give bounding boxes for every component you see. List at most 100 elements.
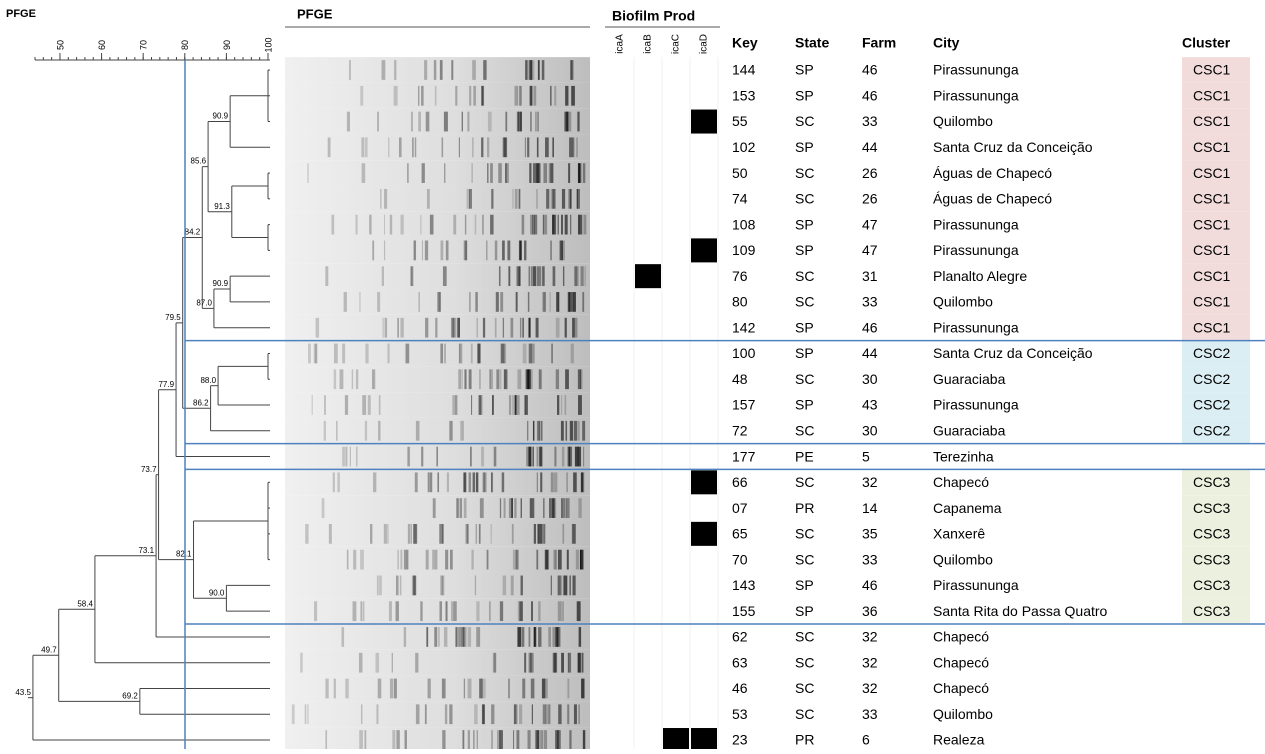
table-cell: Pirassununga bbox=[933, 319, 1019, 335]
node-label: 90.9 bbox=[213, 279, 229, 288]
biofilm-cell bbox=[663, 651, 689, 675]
gel-lane bbox=[285, 109, 590, 135]
node-label: 77.9 bbox=[158, 380, 174, 389]
table-cell: SP bbox=[795, 62, 814, 78]
biofilm-cell bbox=[663, 573, 689, 597]
node-label: 87.0 bbox=[196, 298, 212, 307]
biofilm-cell bbox=[635, 470, 661, 494]
biofilm-cell bbox=[663, 341, 689, 365]
table-cell: SC bbox=[795, 294, 814, 310]
biofilm-cell bbox=[691, 470, 717, 494]
table-cell: 32 bbox=[862, 680, 878, 696]
table-cell: SC bbox=[795, 113, 814, 129]
table-cell: CSC1 bbox=[1193, 165, 1231, 181]
biofilm-cell bbox=[663, 290, 689, 314]
biofilm-cell bbox=[691, 316, 717, 340]
table-cell: Águas de Chapecó bbox=[933, 191, 1052, 207]
biofilm-cell bbox=[607, 651, 633, 675]
gel-lane bbox=[285, 186, 590, 212]
biofilm-cell bbox=[663, 496, 689, 520]
gel-lane bbox=[285, 134, 590, 160]
biofilm-cell bbox=[663, 84, 689, 108]
biofilm-cell bbox=[635, 548, 661, 572]
table-cell: SP bbox=[795, 577, 814, 593]
biofilm-cell bbox=[607, 419, 633, 443]
table-cell: 50 bbox=[732, 165, 748, 181]
table-cell: 157 bbox=[732, 397, 756, 413]
table-cell: 33 bbox=[862, 706, 878, 722]
biofilm-cell bbox=[691, 238, 717, 262]
biofilm-cell bbox=[691, 676, 717, 700]
biofilm-cell bbox=[635, 419, 661, 443]
gel-lane bbox=[285, 341, 590, 367]
biofilm-cell bbox=[607, 496, 633, 520]
table-cell: SP bbox=[795, 242, 814, 258]
biofilm-cell bbox=[635, 316, 661, 340]
column-header: State bbox=[795, 35, 829, 51]
table-cell: CSC2 bbox=[1193, 422, 1231, 438]
gel-lane bbox=[285, 418, 590, 444]
table-cell: 33 bbox=[862, 113, 878, 129]
biofilm-cell bbox=[691, 728, 717, 749]
gel-lane bbox=[285, 547, 590, 573]
column-header: City bbox=[933, 35, 960, 51]
node-label: 86.2 bbox=[193, 398, 209, 407]
table-cell: 142 bbox=[732, 319, 756, 335]
biofilm-cell bbox=[663, 161, 689, 185]
table-cell: 36 bbox=[862, 603, 878, 619]
table-cell: SP bbox=[795, 397, 814, 413]
table-cell: Chapecó bbox=[933, 474, 989, 490]
table-cell: Quilombo bbox=[933, 706, 993, 722]
biofilm-cell bbox=[607, 290, 633, 314]
biofilm-cell bbox=[691, 58, 717, 82]
table-cell: 31 bbox=[862, 268, 878, 284]
table-cell: Xanxerê bbox=[933, 526, 985, 542]
biofilm-cell bbox=[635, 290, 661, 314]
biofilm-cell bbox=[691, 213, 717, 237]
biofilm-cell bbox=[663, 393, 689, 417]
table-cell: 108 bbox=[732, 216, 756, 232]
biofilm-cell bbox=[607, 625, 633, 649]
gel-title: PFGE bbox=[297, 6, 333, 21]
gel-lane bbox=[285, 624, 590, 650]
table-cell: SC bbox=[795, 191, 814, 207]
biofilm-cell bbox=[691, 522, 717, 546]
table-cell: CSC2 bbox=[1193, 345, 1231, 361]
biofilm-cell bbox=[607, 548, 633, 572]
biofilm-cell bbox=[607, 238, 633, 262]
table-cell: 32 bbox=[862, 654, 878, 670]
gel-lane bbox=[285, 315, 590, 341]
biofilm-cell bbox=[635, 238, 661, 262]
biofilm-cell bbox=[635, 135, 661, 159]
table-cell: Capanema bbox=[933, 500, 1002, 516]
table-cell: Santa Cruz da Conceição bbox=[933, 139, 1093, 155]
table-cell: CSC1 bbox=[1193, 294, 1231, 310]
gel-lane bbox=[285, 366, 590, 392]
biofilm-cell bbox=[663, 187, 689, 211]
table-cell: 26 bbox=[862, 165, 878, 181]
table-cell: Quilombo bbox=[933, 294, 993, 310]
table-cell: 46 bbox=[862, 62, 878, 78]
biofilm-cell bbox=[635, 84, 661, 108]
biofilm-cell bbox=[607, 316, 633, 340]
table-cell: 74 bbox=[732, 191, 748, 207]
biofilm-cell bbox=[635, 110, 661, 134]
table-cell: Chapecó bbox=[933, 680, 989, 696]
biofilm-cell bbox=[691, 548, 717, 572]
scale-tick-label: 60 bbox=[97, 40, 107, 50]
table-cell: 76 bbox=[732, 268, 748, 284]
biofilm-cell bbox=[691, 161, 717, 185]
node-label: 73.1 bbox=[138, 546, 154, 555]
table-cell: Águas de Chapecó bbox=[933, 165, 1052, 181]
biofilm-cell bbox=[607, 264, 633, 288]
biofilm-cell bbox=[663, 470, 689, 494]
biofilm-cell bbox=[663, 599, 689, 623]
biofilm-cell bbox=[635, 599, 661, 623]
biofilm-cell bbox=[607, 341, 633, 365]
biofilm-cell bbox=[663, 419, 689, 443]
table-cell: SP bbox=[795, 87, 814, 103]
biofilm-cell bbox=[635, 496, 661, 520]
biofilm-cell bbox=[635, 161, 661, 185]
biofilm-cell bbox=[691, 702, 717, 726]
column-header: Farm bbox=[862, 35, 896, 51]
